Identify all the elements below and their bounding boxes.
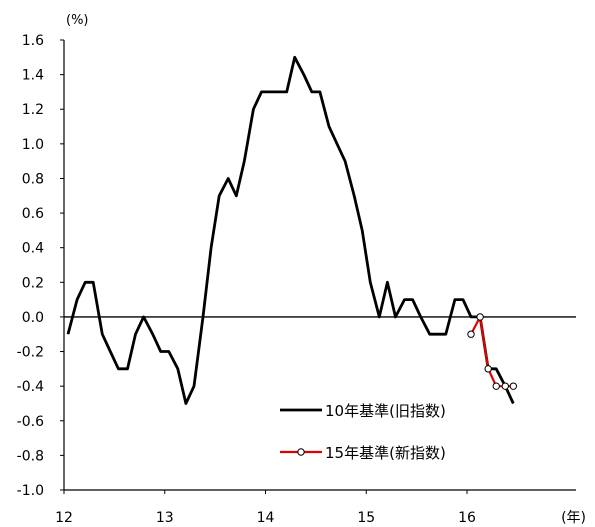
- y-tick-label: -0.8: [17, 448, 44, 464]
- data-point-marker: [501, 382, 509, 390]
- x-tick-label: 13: [156, 510, 174, 526]
- data-point-marker: [476, 313, 484, 321]
- x-tick-label: 15: [357, 510, 375, 526]
- y-tick-label: 1.4: [22, 68, 44, 84]
- series-line-new-index: [470, 315, 514, 388]
- y-tick-label: 1.2: [22, 102, 44, 118]
- legend-label: 10年基準(旧指数): [325, 402, 446, 420]
- y-tick-label: -0.2: [17, 345, 44, 361]
- data-point-marker: [509, 382, 518, 390]
- data-point-marker: [467, 330, 475, 338]
- data-point-marker: [484, 365, 492, 373]
- y-tick-label: 0.6: [22, 206, 44, 222]
- series-line-old-index: [66, 55, 515, 405]
- y-tick-label: -0.6: [17, 414, 44, 430]
- y-tick-label: -1.0: [17, 483, 44, 499]
- y-tick-label: -0.4: [17, 379, 44, 395]
- legend-swatch-marker: [297, 448, 305, 456]
- x-tick-label: 14: [257, 510, 275, 526]
- series-layer: [66, 55, 518, 405]
- y-tick-label: 1.0: [22, 137, 44, 153]
- axes-layer: 1.6 1.4 1.2 1.0 0.8 0.6 0.4 0.2 0.0 -0.2 -0.4 -0.6 -…: [17, 33, 576, 526]
- y-tick-label: 0.8: [22, 171, 44, 187]
- y-axis-unit-label: (%): [66, 13, 89, 28]
- x-tick-label: 16: [458, 510, 476, 526]
- y-tick-label: 0.2: [22, 275, 44, 291]
- x-tick-label: 12: [55, 510, 73, 526]
- y-tick-label: 0.4: [22, 241, 44, 257]
- x-axis-unit-label: (年): [561, 510, 586, 526]
- legend-label: 15年基準(新指数): [325, 444, 446, 462]
- y-tick-label: 1.6: [22, 33, 44, 49]
- y-tick-label: 0.0: [22, 310, 44, 326]
- data-point-marker: [492, 382, 500, 390]
- legend: 10年基準(旧指数) 15年基準(新指数): [280, 402, 446, 462]
